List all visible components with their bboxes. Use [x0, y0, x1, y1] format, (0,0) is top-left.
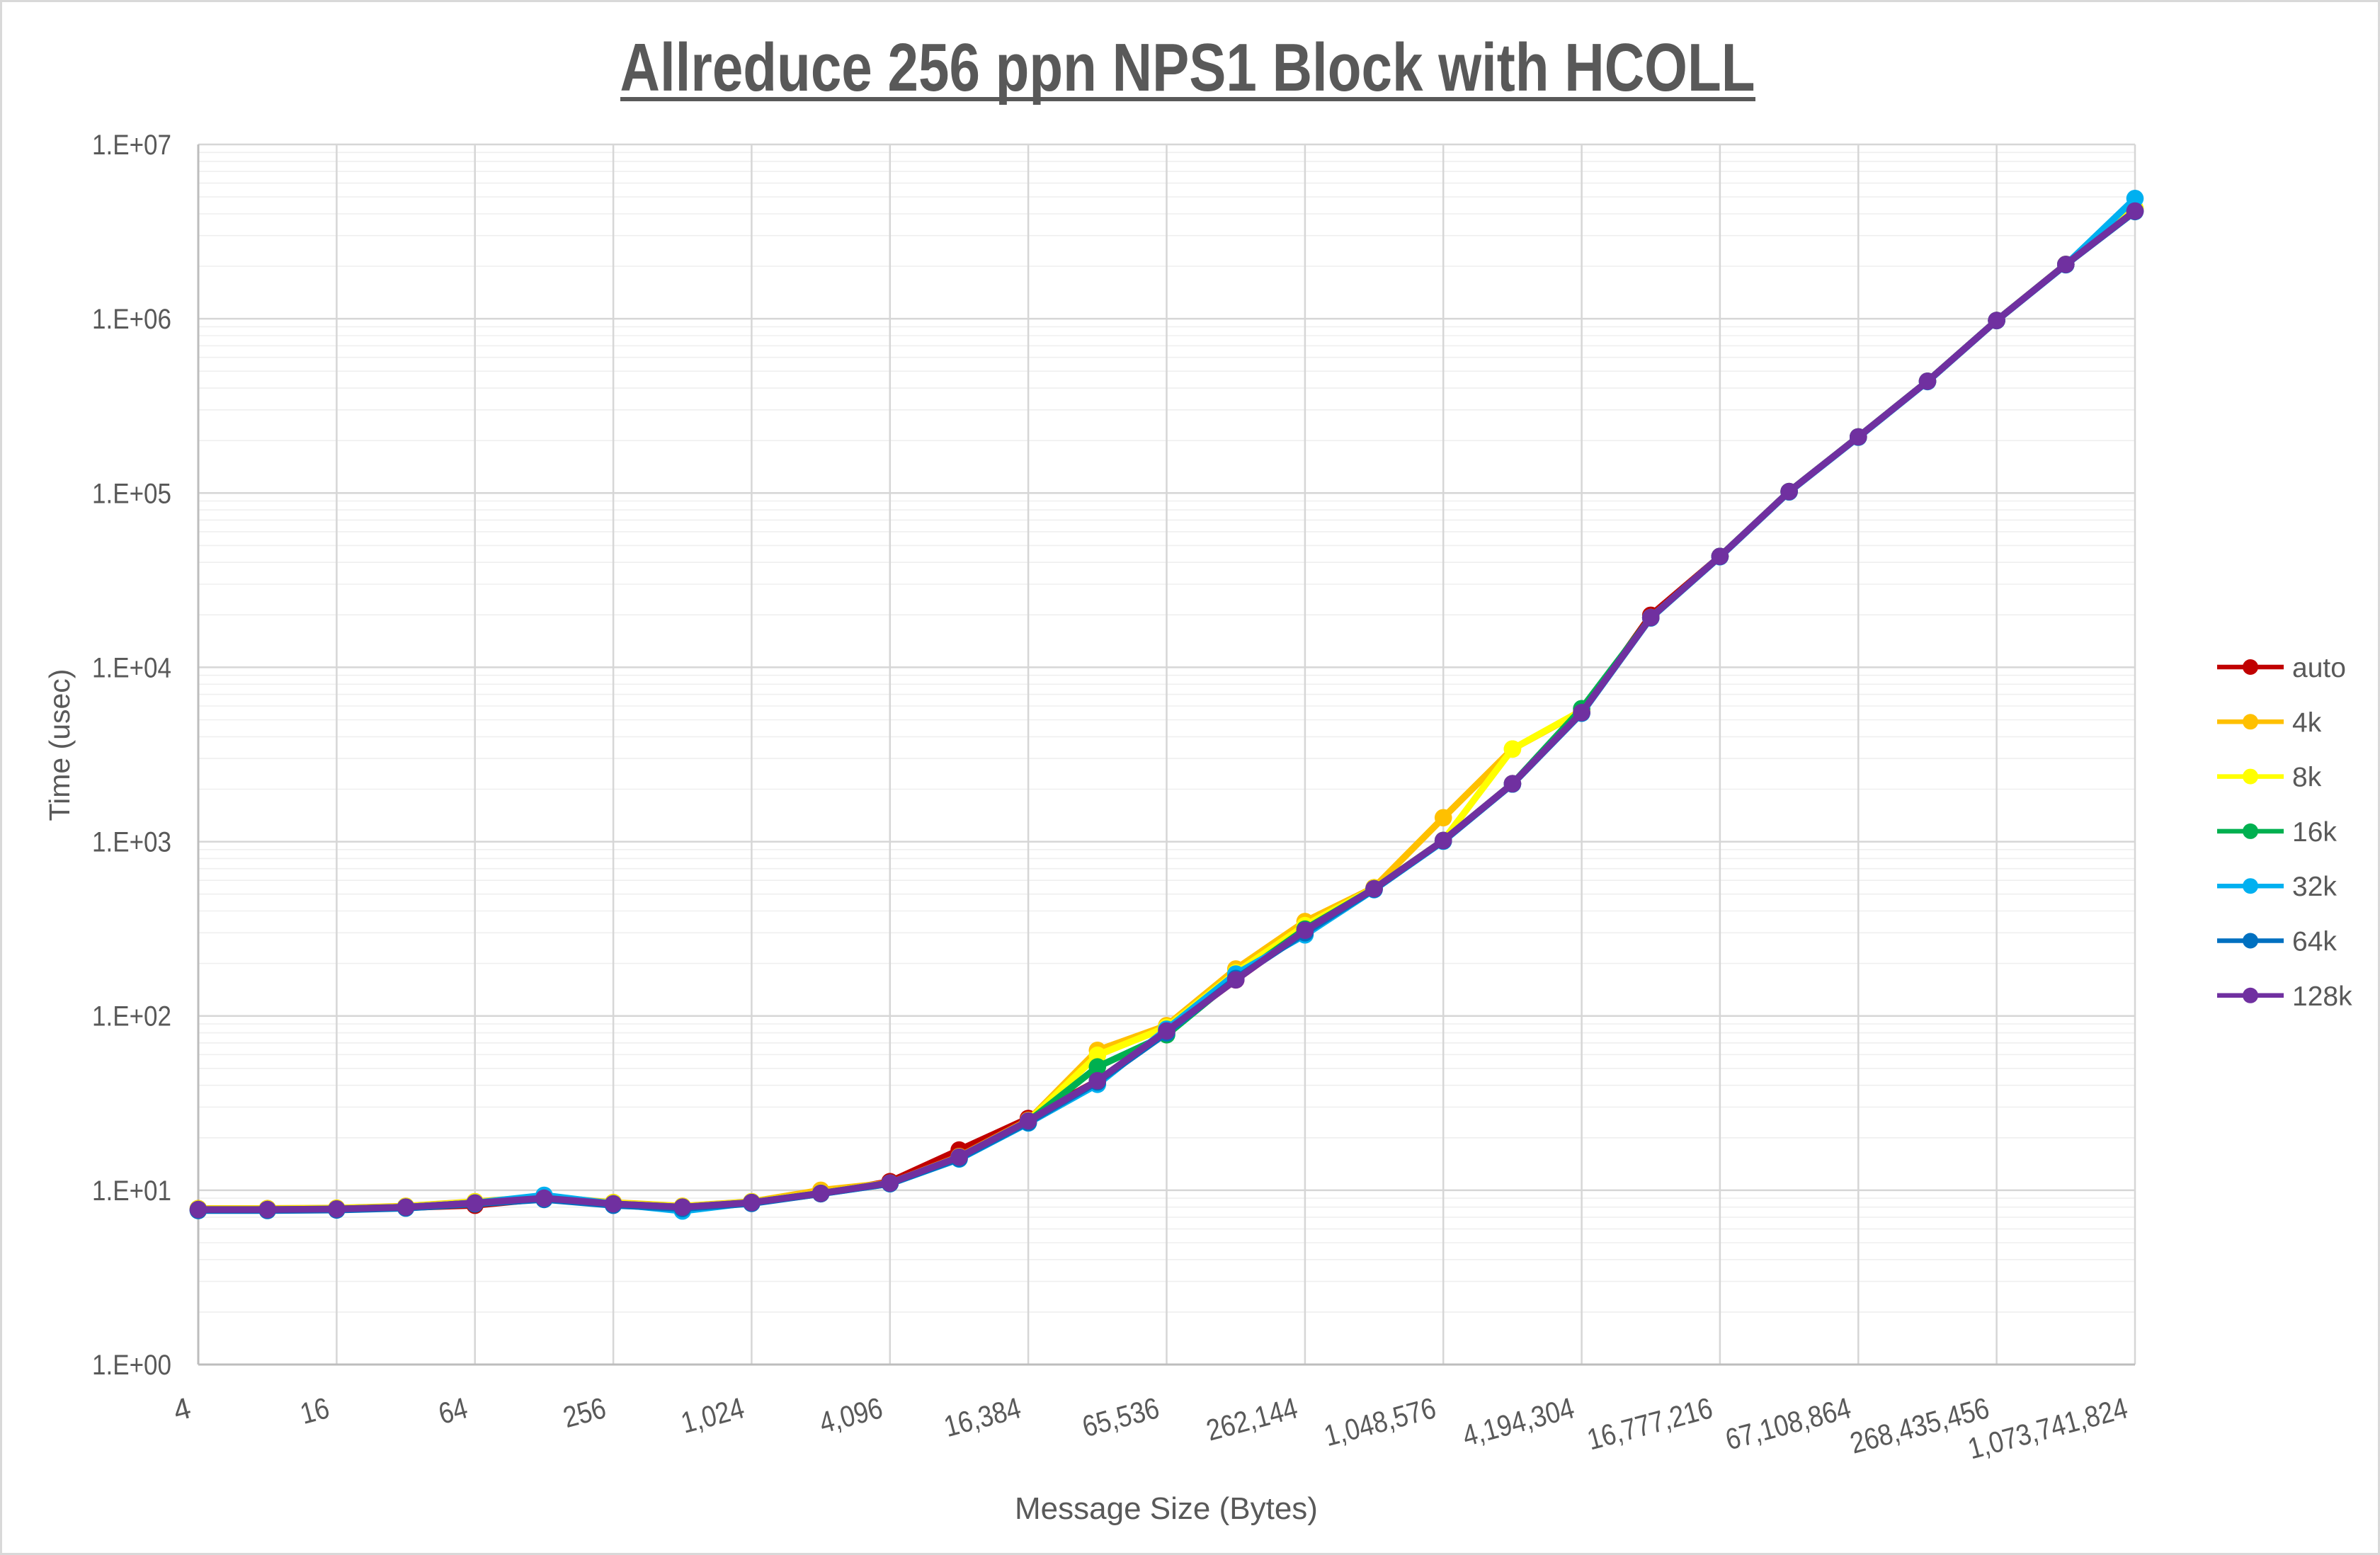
svg-text:64k: 64k: [2292, 927, 2337, 957]
svg-text:Time (usec): Time (usec): [43, 669, 76, 821]
svg-text:Message Size (Bytes): Message Size (Bytes): [1015, 1491, 1318, 1526]
svg-text:1.E+06: 1.E+06: [92, 304, 171, 335]
svg-text:1.E+05: 1.E+05: [92, 478, 171, 509]
svg-text:4k: 4k: [2292, 707, 2322, 738]
svg-text:1.E+00: 1.E+00: [92, 1350, 171, 1381]
svg-text:16k: 16k: [2292, 817, 2337, 848]
svg-text:auto: auto: [2292, 653, 2346, 683]
svg-text:1.E+03: 1.E+03: [92, 827, 171, 858]
svg-text:1.E+01: 1.E+01: [92, 1175, 171, 1207]
svg-text:1.E+04: 1.E+04: [92, 652, 171, 683]
svg-text:Allreduce 256 ppn NPS1 Block w: Allreduce 256 ppn NPS1 Block with HCOLL: [620, 30, 1755, 106]
svg-text:1.E+07: 1.E+07: [92, 130, 171, 161]
svg-text:128k: 128k: [2292, 981, 2352, 1012]
svg-text:32k: 32k: [2292, 872, 2337, 902]
svg-text:1.E+02: 1.E+02: [92, 1001, 171, 1032]
svg-text:8k: 8k: [2292, 763, 2322, 793]
